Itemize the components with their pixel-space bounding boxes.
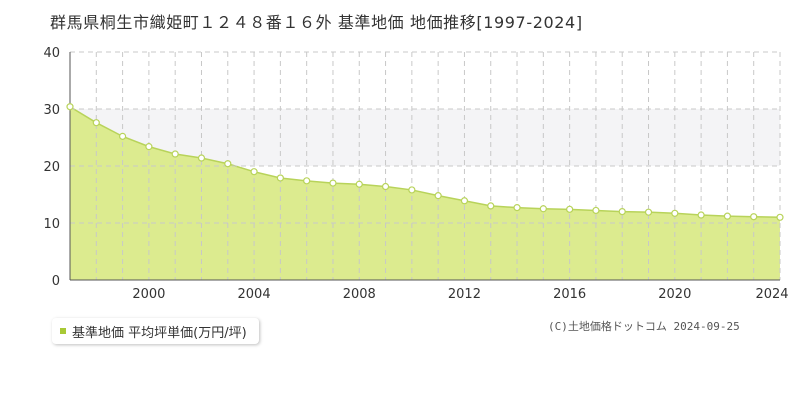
legend: 基準地価 平均坪単価(万円/坪)	[52, 318, 259, 344]
copyright-text: (C)土地価格ドットコム 2024-09-25	[548, 320, 740, 333]
data-point	[197, 154, 206, 162]
data-point	[671, 209, 679, 217]
data-point	[460, 197, 469, 205]
data-point	[513, 204, 521, 212]
data-point	[750, 213, 758, 221]
x-tick-label: 2020	[658, 287, 691, 302]
y-tick-label: 30	[43, 103, 60, 118]
data-point	[644, 208, 653, 216]
data-point	[697, 211, 705, 219]
data-point	[276, 174, 284, 182]
data-point	[118, 132, 127, 140]
y-tick-label: 20	[43, 160, 60, 175]
chart-title: 群馬県桐生市織姫町１２４８番１６外 基準地価 地価推移[1997-2024]	[50, 13, 583, 32]
data-point	[566, 205, 574, 213]
data-point	[224, 160, 232, 168]
data-point	[592, 206, 600, 215]
x-tick-label: 2004	[238, 287, 271, 302]
data-point	[723, 212, 732, 220]
data-point	[408, 186, 416, 194]
data-point	[434, 192, 442, 200]
data-point	[303, 177, 311, 185]
x-tick-label: 2000	[132, 287, 165, 302]
y-tick-label: 10	[43, 217, 60, 232]
data-point	[250, 168, 258, 176]
x-tick-label: 2012	[448, 287, 481, 302]
data-point	[66, 103, 74, 111]
x-tick-label: 2008	[343, 287, 376, 302]
data-point	[145, 143, 153, 151]
data-point	[776, 213, 784, 221]
data-point	[381, 182, 390, 191]
data-point	[355, 180, 363, 188]
legend-swatch	[60, 328, 66, 334]
y-tick-label: 40	[43, 46, 60, 61]
data-point	[618, 208, 626, 216]
x-tick-label: 2016	[553, 287, 586, 302]
x-tick-label: 2024	[755, 287, 788, 302]
legend-label: 基準地価 平均坪単価(万円/坪)	[72, 325, 247, 341]
data-point	[171, 150, 179, 158]
data-point	[487, 202, 495, 210]
data-point	[92, 119, 100, 127]
y-tick-label: 0	[52, 274, 60, 289]
data-point	[329, 179, 337, 187]
series-line	[69, 106, 781, 219]
data-point	[539, 205, 547, 213]
